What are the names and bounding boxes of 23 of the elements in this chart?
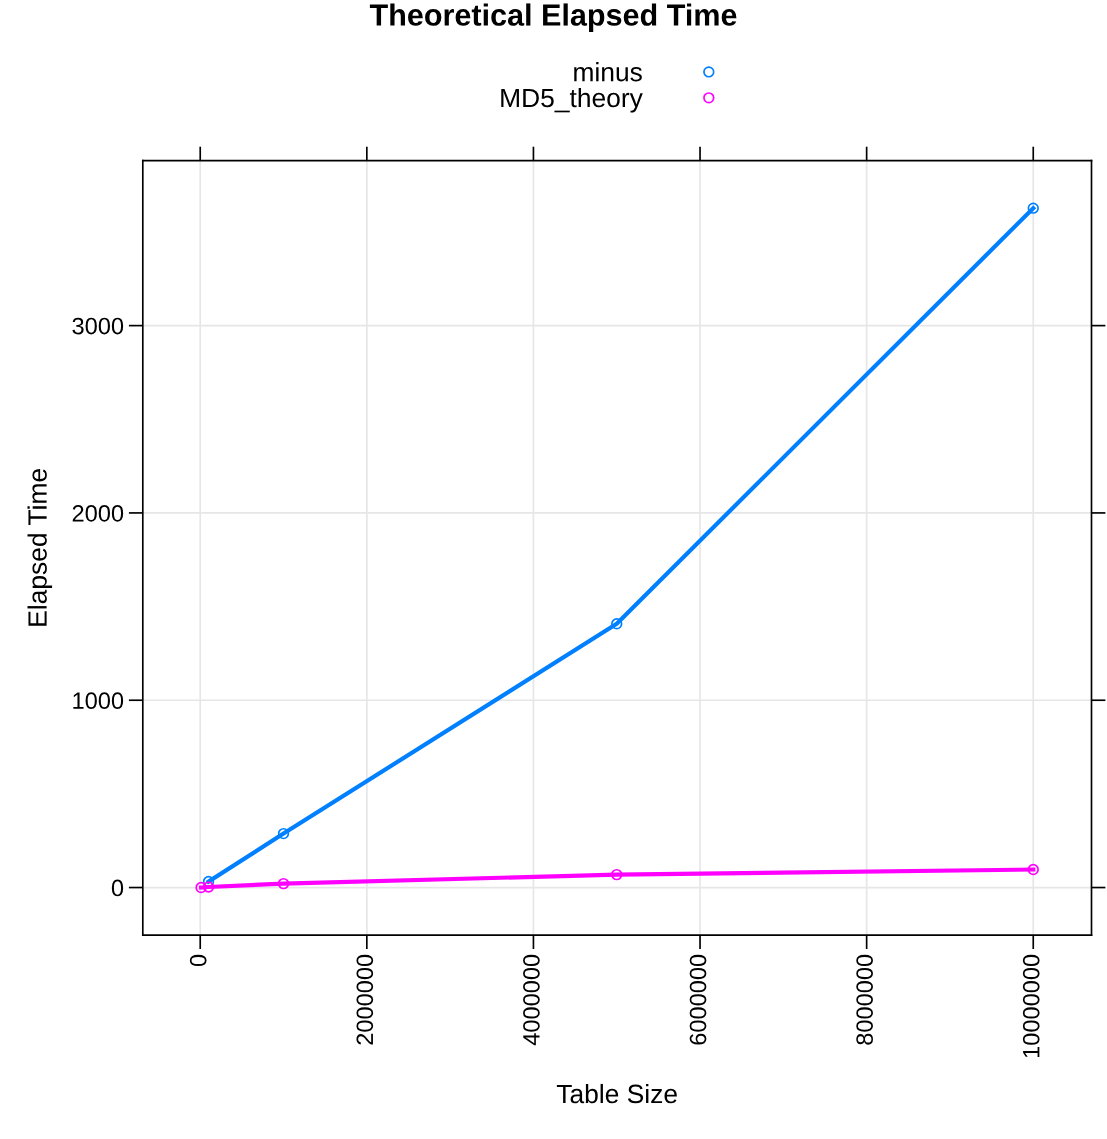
x-tick-label: 6000000 (689, 954, 707, 1045)
point (611, 868, 623, 881)
x-tick-label: 2000000 (356, 954, 374, 1045)
y-axis-title: Elapsed Time (27, 469, 53, 626)
point (277, 877, 290, 890)
x-tick-label: 0 (189, 954, 207, 967)
point (195, 881, 207, 894)
legend-label: minus (574, 62, 642, 82)
x-tick-label: 4000000 (523, 954, 540, 1046)
point (202, 881, 215, 893)
legend-label: MD5_theory (501, 87, 643, 113)
x-tick-label: 10000000 (1022, 954, 1040, 1058)
y-tick-label: 3000 (72, 317, 124, 335)
y-tick-label: 0 (111, 879, 124, 897)
point (611, 618, 623, 630)
y-tick-label: 2000 (72, 504, 124, 522)
x-axis-title: Table Size (556, 1083, 677, 1104)
x-tick-label: 8000000 (856, 954, 873, 1045)
point (1027, 202, 1039, 214)
point (277, 827, 290, 840)
point (1027, 863, 1039, 876)
chart-title: Theoretical Elapsed Time (369, 3, 737, 32)
y-tick-label: 1000 (73, 692, 124, 710)
